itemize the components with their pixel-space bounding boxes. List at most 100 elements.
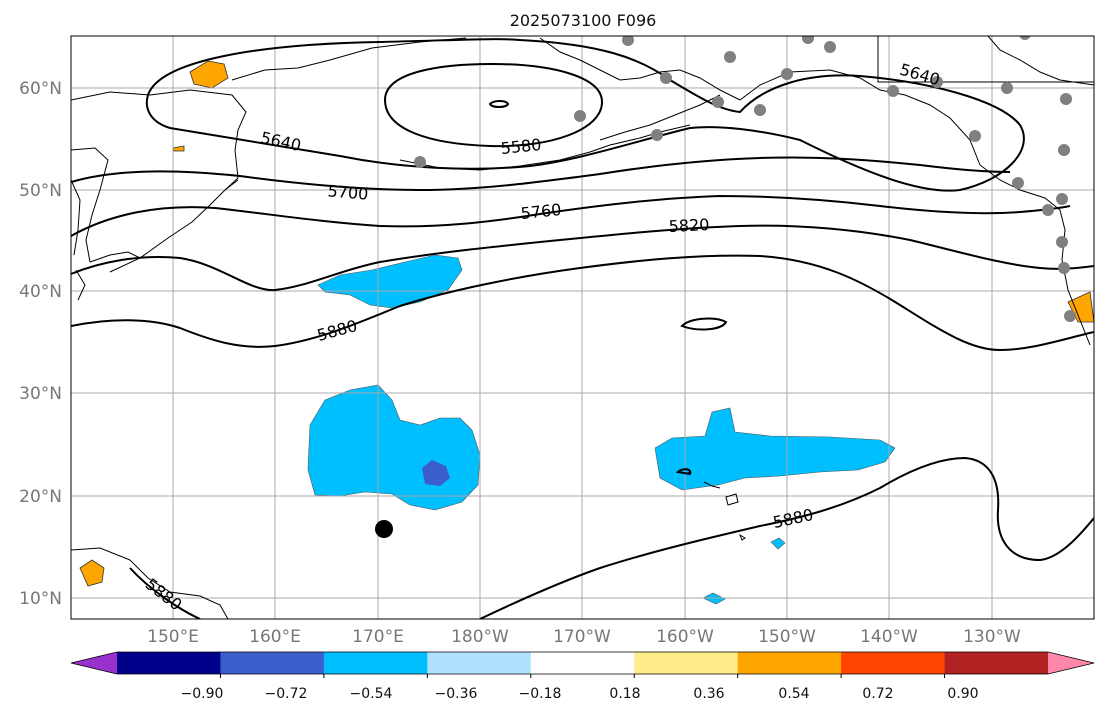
contour-label: 5760 [520,200,562,223]
station-dot [414,156,426,168]
chart-title: 2025073100 F096 [510,11,657,30]
contour-5580-closed [383,62,604,148]
contour-5760 [71,194,1071,237]
coast-kamchatka [71,89,247,191]
station-dot [1064,310,1076,322]
colorbar-outline [70,651,1095,675]
colorbar-segments [71,652,1094,674]
coast-guam [71,547,229,619]
station-dot [781,68,793,80]
coast-canada [987,36,1094,86]
coast-alaska-gulf [739,69,981,166]
colorbar-segment [427,652,532,674]
contour-5820 [71,224,1094,292]
station-dot [824,41,836,53]
colorbar-segment [117,652,221,674]
lon-label: 180°W [451,627,509,647]
height-contours [71,38,1094,619]
contour-5640-west [145,38,1025,192]
coast-alaska-interior [877,36,1094,83]
coast-island-1 [738,533,746,541]
station-dot [1060,93,1072,105]
station-dot [802,36,814,44]
station-dot [1001,82,1013,94]
station-dot [574,110,586,122]
station-dot [1019,36,1031,40]
colorbar-extend-high [1048,652,1094,674]
colorbar-tick-label: 0.36 [693,686,724,702]
station-dot [1012,177,1024,189]
colorbar-segment [944,652,1049,674]
colorbar-extend-low [71,652,117,674]
coast-hawaii-2 [703,481,721,489]
contour-label: 5820 [668,215,710,236]
station-dot [969,130,981,142]
coast-kamchatka-west [71,147,109,263]
lon-label: 170°W [553,627,611,647]
lat-label: 10°N [19,589,62,609]
lon-label: 150°W [758,627,816,647]
contour-5880-sw [129,567,201,619]
lat-label: 30°N [19,384,62,404]
coast-hokkaido [89,251,141,263]
coast-alaska-west [539,37,741,101]
contour-label: 5580 [500,135,542,158]
contour-5880-south [479,456,1094,619]
station-dot [931,76,943,88]
lon-label: 160°W [656,627,714,647]
positive-anomaly-1 [189,60,229,89]
anomaly-blob-east [654,407,896,491]
coast-japan-2 [75,269,86,301]
longitude-labels: 150°E 160°E 170°E 180°W 170°W 160°W 150°… [147,627,1021,647]
lon-label: 170°E [352,627,404,647]
station-dot [724,51,736,63]
colorbar-tick-label: −0.72 [265,686,308,702]
station-dot [1058,144,1070,156]
positive-anomaly-4 [79,559,105,587]
black-dot-marker [375,520,393,538]
colorbar-tick-label: −0.90 [181,686,224,702]
contour-label: 5700 [327,181,369,203]
positive-anomaly-2 [172,145,185,152]
colorbar-segment [323,652,428,674]
colorbar-tick-label: −0.36 [435,686,478,702]
coast-chukotka [231,37,467,81]
map-area: 5640 5580 5700 5760 5820 5880 5640 5880 … [71,36,1094,619]
station-dot [1042,204,1054,216]
coast-japan-1 [71,179,81,256]
colorbar-segment [220,652,325,674]
anomaly-core [422,460,450,486]
station-dot [622,36,634,46]
station-dot [1056,193,1068,205]
colorbar-segment [530,652,635,674]
contour-small-2 [675,468,692,476]
map-frame [70,35,1095,620]
contour-5700 [71,156,1011,192]
station-dot [1058,262,1070,274]
station-dot [1056,236,1068,248]
colorbar-tick-label: 0.54 [778,686,809,702]
lon-label: 160°E [249,627,301,647]
anomaly-dot-1 [770,537,786,550]
colorbar-tick-label: −0.18 [519,686,562,702]
lat-label: 20°N [19,487,62,507]
colorbar-tick-label: 0.72 [862,686,893,702]
lon-label: 140°W [860,627,918,647]
coast-bc [979,164,1091,346]
colorbar-tick-label: −0.54 [350,686,393,702]
lat-label: 40°N [19,282,62,302]
station-dot [887,85,899,97]
station-markers [414,36,1076,322]
station-dot [754,104,766,116]
lat-label: 50°N [19,181,62,201]
colorbar-segment [841,652,946,674]
colorbar-segment [634,652,739,674]
colorbar-segment [737,652,842,674]
lon-label: 130°W [963,627,1021,647]
contour-5880-north [71,254,1094,352]
colorbar-ticks [219,674,946,678]
coast-alaska-pan [599,94,721,141]
colorbar: −0.90 −0.72 −0.54 −0.36 −0.18 0.18 0.36 … [70,651,1095,702]
contour-5880-small [680,317,728,331]
